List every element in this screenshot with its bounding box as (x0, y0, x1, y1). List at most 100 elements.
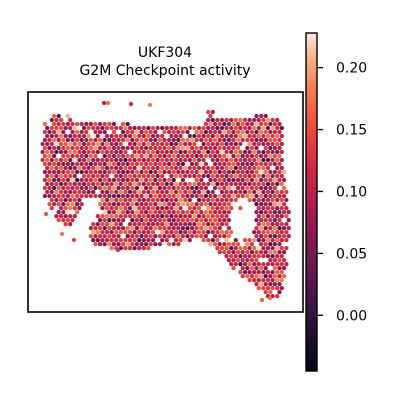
spot (86, 165, 91, 171)
spot (245, 121, 250, 127)
spot (79, 145, 84, 151)
spot (102, 225, 107, 231)
spot (162, 153, 167, 159)
spot (148, 153, 153, 159)
spot (268, 241, 273, 247)
spot (178, 213, 183, 219)
spot (127, 213, 133, 219)
spot (141, 173, 146, 179)
spot (252, 157, 257, 163)
spot (100, 181, 105, 187)
spot (160, 141, 165, 147)
spot (86, 141, 91, 147)
spot (102, 177, 107, 183)
spot (272, 241, 278, 247)
spot (272, 185, 278, 191)
spot (68, 117, 73, 123)
spot (102, 193, 107, 199)
spot (116, 225, 121, 231)
spot (215, 205, 220, 211)
spot (160, 229, 165, 235)
spot (256, 285, 261, 291)
spot (261, 141, 266, 147)
spot (233, 181, 238, 187)
spot (208, 241, 213, 247)
spot (210, 213, 215, 219)
spot (166, 137, 172, 143)
spot (187, 189, 192, 195)
spot (114, 189, 119, 195)
spot (173, 149, 179, 155)
spot (120, 137, 126, 143)
spot (192, 149, 197, 155)
spot (127, 141, 133, 147)
spot (263, 217, 268, 223)
spot (74, 129, 80, 135)
spot (226, 241, 232, 247)
spot (118, 133, 123, 139)
spot (58, 189, 64, 195)
spot (160, 213, 165, 219)
spot (254, 169, 259, 175)
spot (137, 125, 142, 131)
spot (148, 225, 153, 231)
spot (185, 217, 190, 223)
spot (61, 193, 66, 199)
spot (141, 245, 146, 251)
spot (240, 137, 245, 143)
spot (49, 165, 54, 171)
spot (157, 233, 163, 239)
spot (157, 193, 163, 199)
spot (141, 141, 146, 147)
spot (231, 193, 236, 199)
spot (222, 177, 227, 183)
spot (164, 165, 169, 171)
spot (222, 217, 227, 223)
spot (146, 149, 151, 155)
spot (93, 145, 98, 151)
spot (81, 173, 87, 179)
spot (212, 193, 218, 199)
spot (272, 201, 278, 207)
spot (132, 237, 137, 243)
spot (45, 157, 50, 163)
spot (171, 225, 176, 231)
spot (183, 149, 188, 155)
spot (47, 161, 52, 167)
spot (176, 201, 181, 207)
spot (114, 229, 119, 235)
spot (114, 141, 119, 147)
spot (265, 165, 271, 171)
spot (206, 197, 211, 203)
spot (217, 129, 222, 135)
spot (118, 205, 123, 211)
spot (114, 213, 119, 219)
spot (77, 133, 82, 139)
spot (132, 141, 137, 147)
spot (277, 177, 282, 183)
spot (160, 237, 165, 243)
spot (148, 177, 153, 183)
spot (215, 165, 220, 171)
spot (265, 133, 271, 139)
spot (114, 173, 119, 179)
spot (268, 161, 273, 167)
spot (215, 157, 220, 163)
spot (252, 269, 257, 275)
spot (229, 181, 234, 187)
spot (70, 193, 75, 199)
spot (199, 169, 204, 175)
spot (222, 161, 227, 167)
spot (127, 133, 133, 139)
spot (65, 161, 71, 167)
spot (277, 209, 282, 215)
spot (100, 165, 105, 171)
spot (212, 145, 218, 151)
spot (256, 277, 261, 283)
spot (279, 165, 284, 171)
spot (104, 197, 110, 203)
spot (88, 161, 94, 167)
spot (173, 213, 179, 219)
spot (275, 133, 280, 139)
spot (65, 201, 71, 207)
